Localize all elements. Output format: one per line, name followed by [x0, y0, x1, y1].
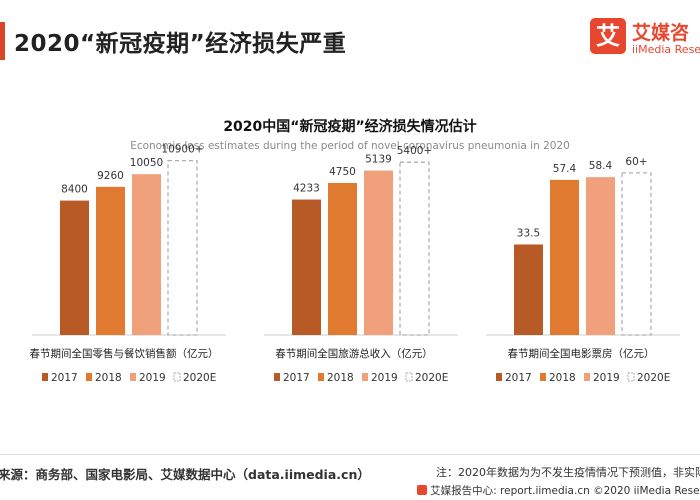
legend-label-2-2019: 2019 [593, 372, 620, 384]
bar-1-2019 [364, 170, 393, 335]
value-label-1-2018: 4750 [329, 166, 356, 178]
value-label-2-2017: 33.5 [517, 227, 540, 239]
legend-label-1-2019: 2019 [371, 372, 398, 384]
legend-swatch-2-2020E [627, 372, 635, 382]
chart-2-xlabel: 春节期间全国电影票房（亿元） [508, 347, 655, 360]
chart-1-xlabel: 春节期间全国旅游总收入（亿元） [275, 347, 433, 360]
legend-label-0-2017: 2017 [51, 372, 78, 384]
bar-1-2017 [292, 199, 321, 335]
report-center-icon [417, 485, 428, 495]
bar-2-2018 [550, 179, 579, 335]
value-label-0-2018: 9260 [97, 170, 124, 182]
legend-label-2-2020E: 2020E [637, 372, 670, 384]
legend-swatch-0-2018 [86, 373, 92, 381]
value-label-2-2019: 58.4 [589, 160, 613, 172]
legend-label-2-2018: 2018 [549, 372, 576, 384]
footer-divider [0, 454, 700, 455]
legend-swatch-1-2020E [405, 372, 413, 382]
page-title: 2020“新冠疫期”经济损失严重 [14, 31, 347, 57]
value-label-2-2020E: 60+ [625, 156, 647, 168]
title-accent-bar [0, 22, 5, 60]
iimedia-logo: 艾 艾媒咨 iiMedia Rese [590, 18, 700, 68]
legend-swatch-2-2019 [584, 373, 590, 381]
bar-1-2020E [399, 161, 430, 336]
chart-0-xlabel: 春节期间全国零售与餐饮销售额（亿元） [30, 347, 219, 360]
value-label-0-2017: 8400 [61, 184, 88, 196]
logo-badge-icon: 艾 [590, 18, 626, 54]
note-text: 注：2020年数据为为不发生疫情情况下预测值，非实际 [436, 466, 700, 479]
footer-label: 艾媒报告中心: report.iimedia.cn ©2020 iiMedia … [430, 485, 700, 497]
legend-swatch-0-2019 [130, 373, 136, 381]
bar-2-2017 [514, 244, 543, 335]
legend-label-2-2017: 2017 [505, 372, 532, 384]
legend-swatch-1-2019 [362, 373, 368, 381]
logo-subtitle: iiMedia Rese [632, 43, 700, 56]
chart-title: 2020中国“新冠疫期”经济损失情况估计 [223, 119, 477, 135]
legend-swatch-2-2018 [540, 373, 546, 381]
legend-swatch-2-2017 [496, 373, 502, 381]
value-label-0-2019: 10050 [130, 157, 163, 169]
legend-label-1-2020E: 2020E [415, 372, 448, 384]
legend-swatch-1-2018 [318, 373, 324, 381]
footer-text: 艾媒报告中心: report.iimedia.cn ©2020 iiMedia … [417, 483, 700, 498]
legend-swatch-0-2020E [173, 372, 181, 382]
bar-0-2018 [96, 186, 125, 335]
legend-label-0-2018: 2018 [95, 372, 122, 384]
logo-name: 艾媒咨 [632, 22, 690, 44]
legend-label-0-2019: 2019 [139, 372, 166, 384]
legend-label-1-2017: 2017 [283, 372, 310, 384]
legend-label-0-2020E: 2020E [183, 372, 216, 384]
bar-0-2017 [60, 200, 89, 335]
legend-swatch-0-2017 [42, 373, 48, 381]
value-label-2-2018: 57.4 [553, 163, 577, 175]
source-text: 来源：商务部、国家电影局、艾媒数据中心（data.iimedia.cn） [0, 467, 370, 482]
value-label-1-2017: 4233 [293, 183, 320, 195]
bar-1-2018 [328, 183, 357, 335]
chart-subtitle: Economic loss estimates during the perio… [130, 140, 570, 152]
value-label-1-2019: 5139 [365, 154, 392, 166]
bar-2-2019 [586, 177, 615, 335]
legend-label-1-2018: 2018 [327, 372, 354, 384]
bar-0-2019 [132, 174, 161, 335]
bar-0-2020E [167, 159, 198, 336]
bar-2-2020E [621, 172, 652, 336]
legend-swatch-1-2017 [274, 373, 280, 381]
